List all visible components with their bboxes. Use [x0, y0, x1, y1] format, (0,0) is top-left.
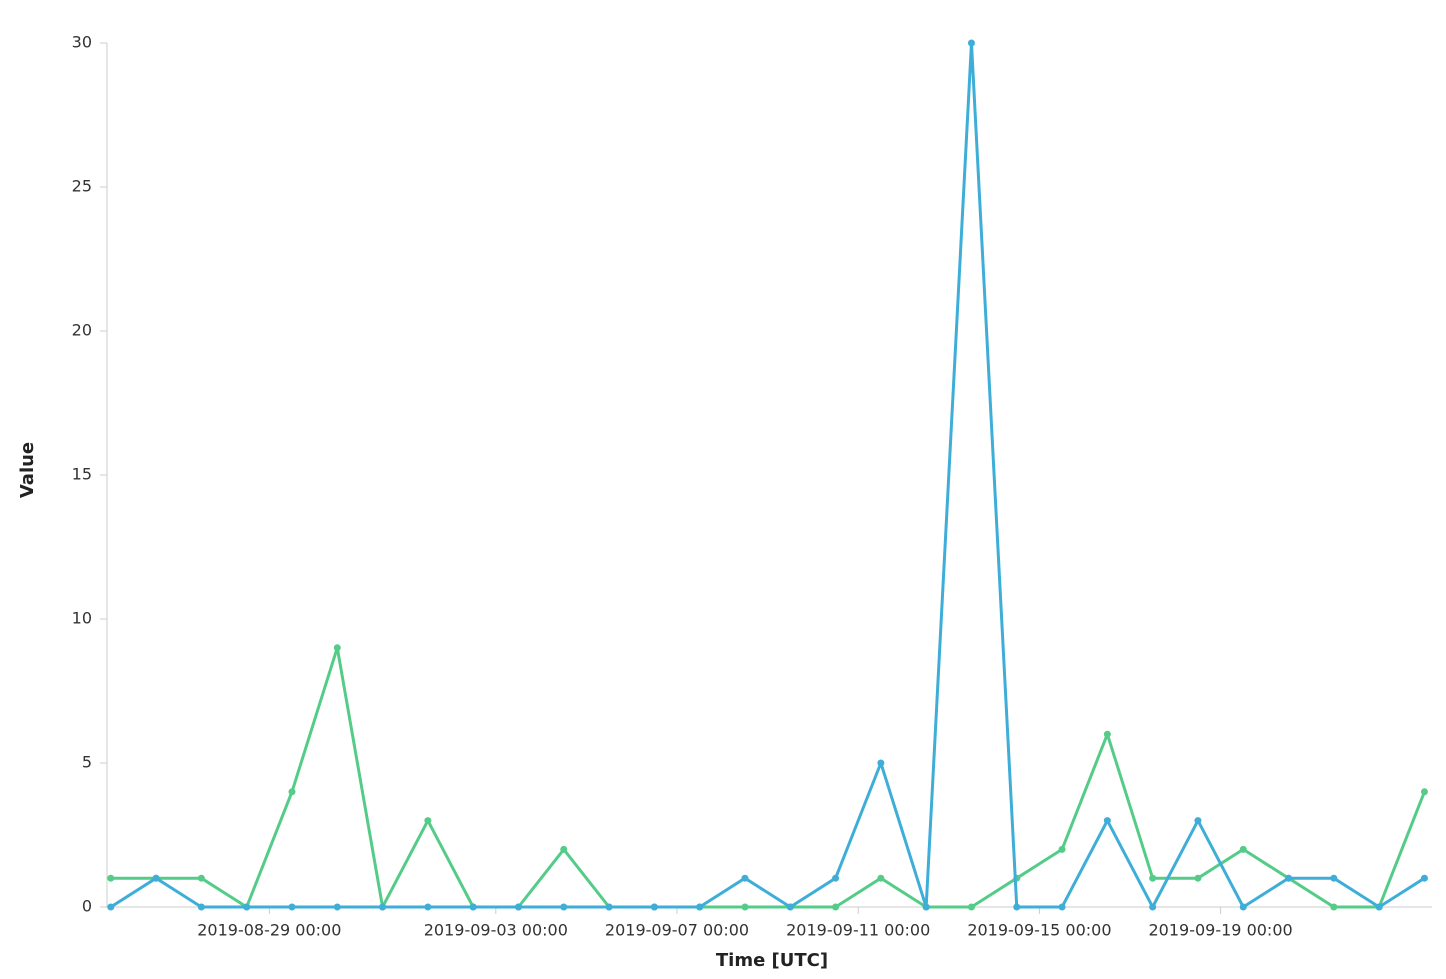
- data-point: [333, 644, 341, 652]
- data-point: [696, 903, 704, 911]
- y-tick-label: 0: [82, 897, 92, 916]
- data-point: [1013, 903, 1021, 911]
- data-point: [877, 759, 885, 767]
- x-tick-label: 2019-09-11 00:00: [786, 921, 930, 940]
- data-point: [967, 39, 975, 47]
- data-point: [288, 788, 296, 796]
- data-point: [1103, 730, 1111, 738]
- data-point: [107, 903, 115, 911]
- data-point: [1149, 903, 1157, 911]
- data-point: [1239, 903, 1247, 911]
- data-point: [107, 874, 115, 882]
- data-point: [650, 903, 658, 911]
- data-point: [197, 903, 205, 911]
- x-tick-label: 2019-09-15 00:00: [967, 921, 1111, 940]
- data-point: [514, 903, 522, 911]
- x-tick-label: 2019-09-03 00:00: [424, 921, 568, 940]
- series-line: [109, 41, 1426, 909]
- data-point: [1194, 874, 1202, 882]
- x-tick-label: 2019-08-29 00:00: [197, 921, 341, 940]
- data-point: [424, 817, 432, 825]
- data-point: [1239, 845, 1247, 853]
- data-point: [197, 874, 205, 882]
- data-point: [1058, 903, 1066, 911]
- data-point: [1058, 845, 1066, 853]
- y-tick-label: 10: [72, 609, 92, 628]
- y-axis-title: Value: [17, 442, 38, 498]
- y-tick-label: 20: [72, 321, 92, 340]
- data-point: [1420, 874, 1428, 882]
- data-point: [786, 903, 794, 911]
- data-point: [832, 874, 840, 882]
- y-tick-label: 15: [72, 465, 92, 484]
- series-line: [110, 646, 1426, 909]
- data-point: [741, 874, 749, 882]
- y-tick-label: 5: [82, 753, 92, 772]
- data-point: [1375, 903, 1383, 911]
- data-point: [877, 874, 885, 882]
- y-tick-label: 25: [72, 177, 92, 196]
- data-point: [243, 903, 251, 911]
- data-point: [560, 903, 568, 911]
- data-point: [1194, 817, 1202, 825]
- data-point: [1420, 788, 1428, 796]
- data-point: [288, 903, 296, 911]
- data-point: [152, 874, 160, 882]
- data-point: [469, 903, 477, 911]
- data-point: [605, 903, 613, 911]
- data-point: [333, 903, 341, 911]
- data-point: [1149, 874, 1157, 882]
- data-point: [1330, 874, 1338, 882]
- data-point: [1285, 874, 1293, 882]
- data-point: [1103, 817, 1111, 825]
- data-point: [832, 903, 840, 911]
- data-point: [424, 903, 432, 911]
- x-tick-label: 2019-09-07 00:00: [605, 921, 749, 940]
- data-point: [967, 903, 975, 911]
- x-axis-title: Time [UTC]: [716, 950, 828, 971]
- data-point: [379, 903, 387, 911]
- x-tick-label: 2019-09-19 00:00: [1149, 921, 1293, 940]
- data-point: [922, 903, 930, 911]
- y-tick-label: 30: [72, 33, 92, 52]
- data-point: [741, 903, 749, 911]
- data-point: [1330, 903, 1338, 911]
- data-point: [560, 845, 568, 853]
